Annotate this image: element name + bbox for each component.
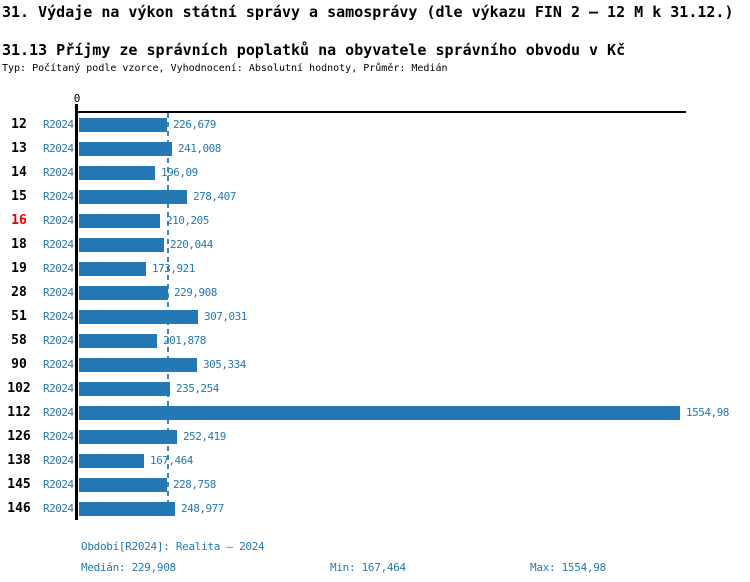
category-label: 58	[11, 333, 27, 348]
y-axis-line	[75, 104, 78, 520]
bar[interactable]	[79, 286, 168, 300]
chart-row: 138 R2024 167,464	[0, 454, 750, 468]
value-label: 173,921	[152, 262, 195, 275]
category-label: 138	[7, 453, 31, 468]
category-label: 12	[11, 117, 27, 132]
series-label: R2024	[43, 358, 74, 371]
series-label: R2024	[43, 310, 74, 323]
category-label: 102	[7, 381, 31, 396]
series-label: R2024	[43, 166, 74, 179]
bar[interactable]	[79, 142, 172, 156]
value-label: 235,254	[176, 382, 219, 395]
series-label: R2024	[43, 406, 74, 419]
chart-row: 51 R2024 307,031	[0, 310, 750, 324]
category-label: 28	[11, 285, 27, 300]
bar[interactable]	[79, 358, 197, 372]
chart-meta-line: Typ: Počítaný podle vzorce, Vyhodnocení:…	[2, 63, 448, 74]
bar[interactable]	[79, 166, 155, 180]
category-label: 146	[7, 501, 31, 516]
series-label: R2024	[43, 238, 74, 251]
category-label: 126	[7, 429, 31, 444]
bar[interactable]	[79, 262, 146, 276]
chart-row: 19 R2024 173,921	[0, 262, 750, 276]
series-label: R2024	[43, 382, 74, 395]
bar[interactable]	[79, 454, 144, 468]
value-label: 201,878	[163, 334, 206, 347]
chart-subtitle: 31.13 Příjmy ze správních poplatků na ob…	[2, 41, 626, 59]
chart-row: 28 R2024 229,908	[0, 286, 750, 300]
chart-row: 126 R2024 252,419	[0, 430, 750, 444]
axis-zero-tick-label: 0	[73, 92, 81, 105]
series-label: R2024	[43, 142, 74, 155]
series-label: R2024	[43, 502, 74, 515]
x-axis-line	[77, 111, 686, 113]
value-label: 196,09	[161, 166, 198, 179]
footer-period-label: Období[R2024]: Realita – 2024	[81, 540, 265, 553]
chart-row: 58 R2024 201,878	[0, 334, 750, 348]
series-label: R2024	[43, 262, 74, 275]
bar[interactable]	[79, 118, 167, 132]
category-label: 19	[11, 261, 27, 276]
chart-row: 12 R2024 226,679	[0, 118, 750, 132]
chart-row: 146 R2024 248,977	[0, 502, 750, 516]
category-label: 13	[11, 141, 27, 156]
bar[interactable]	[79, 334, 157, 348]
value-label: 226,679	[173, 118, 216, 131]
series-label: R2024	[43, 478, 74, 491]
series-label: R2024	[43, 190, 74, 203]
chart-row: 18 R2024 220,044	[0, 238, 750, 252]
bar[interactable]	[79, 502, 175, 516]
series-label: R2024	[43, 334, 74, 347]
series-label: R2024	[43, 118, 74, 131]
series-label: R2024	[43, 286, 74, 299]
value-label: 278,407	[193, 190, 236, 203]
value-label: 229,908	[174, 286, 217, 299]
category-label: 16	[11, 213, 27, 228]
category-label: 14	[11, 165, 27, 180]
bar[interactable]	[79, 310, 198, 324]
footer-min-value: Min: 167,464	[330, 561, 406, 574]
chart-row: 112 R2024 1554,98	[0, 406, 750, 420]
bar[interactable]	[79, 478, 167, 492]
category-label: 51	[11, 309, 27, 324]
chart-row: 13 R2024 241,008	[0, 142, 750, 156]
category-label: 90	[11, 357, 27, 372]
category-label: 15	[11, 189, 27, 204]
chart-row: 16 R2024 210,205	[0, 214, 750, 228]
category-label: 145	[7, 477, 31, 492]
value-label: 305,334	[203, 358, 246, 371]
bar[interactable]	[79, 430, 177, 444]
value-label: 228,758	[173, 478, 216, 491]
value-label: 167,464	[150, 454, 193, 467]
value-label: 241,008	[178, 142, 221, 155]
chart-row: 15 R2024 278,407	[0, 190, 750, 204]
value-label: 248,977	[181, 502, 224, 515]
value-label: 252,419	[183, 430, 226, 443]
category-label: 18	[11, 237, 27, 252]
chart-row: 14 R2024 196,09	[0, 166, 750, 180]
chart-row: 145 R2024 228,758	[0, 478, 750, 492]
series-label: R2024	[43, 214, 74, 227]
bar[interactable]	[79, 238, 164, 252]
page-title: 31. Výdaje na výkon státní správy a samo…	[2, 3, 734, 21]
chart-row: 102 R2024 235,254	[0, 382, 750, 396]
category-label: 112	[7, 405, 31, 420]
value-label: 210,205	[166, 214, 209, 227]
bar[interactable]	[79, 214, 160, 228]
bar[interactable]	[79, 382, 170, 396]
chart-row: 90 R2024 305,334	[0, 358, 750, 372]
footer-median-value: Medián: 229,908	[81, 561, 176, 574]
series-label: R2024	[43, 430, 74, 443]
value-label: 1554,98	[686, 406, 729, 419]
value-label: 307,031	[204, 310, 247, 323]
value-label: 220,044	[170, 238, 213, 251]
bar[interactable]	[79, 190, 187, 204]
series-label: R2024	[43, 454, 74, 467]
bar[interactable]	[79, 406, 680, 420]
footer-max-value: Max: 1554,98	[530, 561, 606, 574]
